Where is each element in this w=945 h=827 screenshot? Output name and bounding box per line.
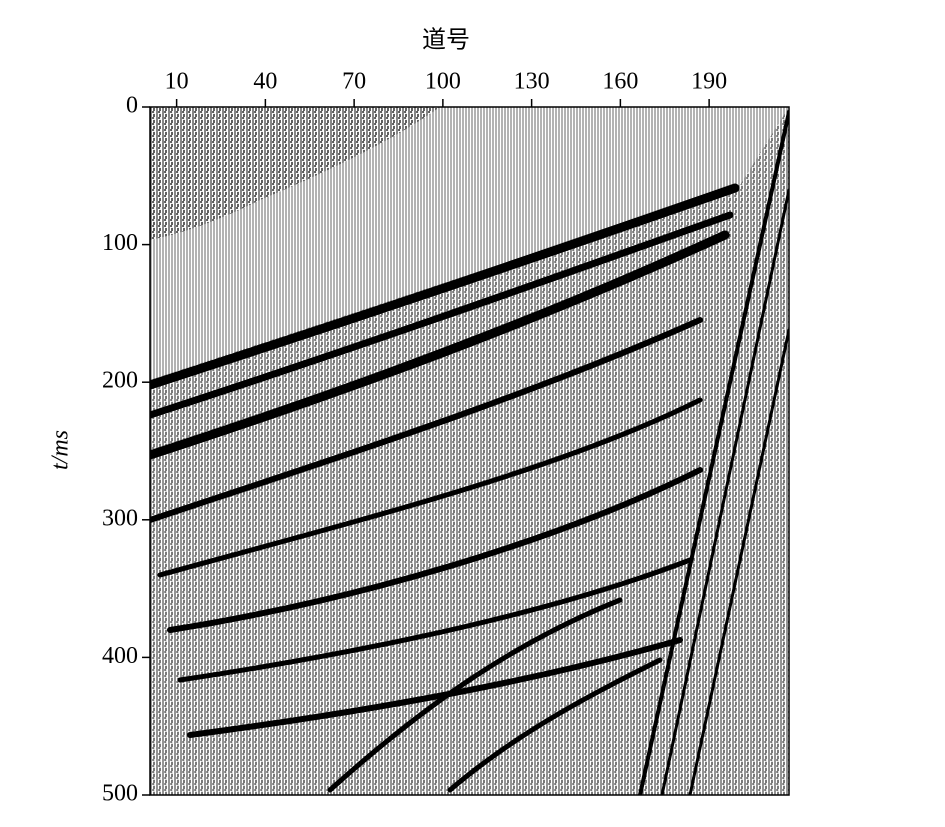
y-tick-label: 100 xyxy=(102,230,138,256)
x-tick-label: 70 xyxy=(342,69,366,95)
y-tick-label: 200 xyxy=(102,368,138,394)
x-tick-label: 10 xyxy=(165,69,189,95)
y-tick-label: 0 xyxy=(126,93,138,119)
y-tick-label: 500 xyxy=(102,781,138,807)
y-tick-label: 300 xyxy=(102,505,138,531)
plot-frame xyxy=(149,106,790,796)
x-tick-label: 130 xyxy=(514,69,550,95)
y-axis-label: t/ms xyxy=(48,430,74,470)
x-axis-label: 道号 xyxy=(422,27,470,54)
x-tick-label: 160 xyxy=(602,69,638,95)
x-tick-label: 190 xyxy=(691,69,727,95)
seismic-section xyxy=(150,107,789,795)
y-tick-label: 400 xyxy=(102,643,138,669)
x-tick-label: 100 xyxy=(425,69,461,95)
x-tick-label: 40 xyxy=(253,69,277,95)
